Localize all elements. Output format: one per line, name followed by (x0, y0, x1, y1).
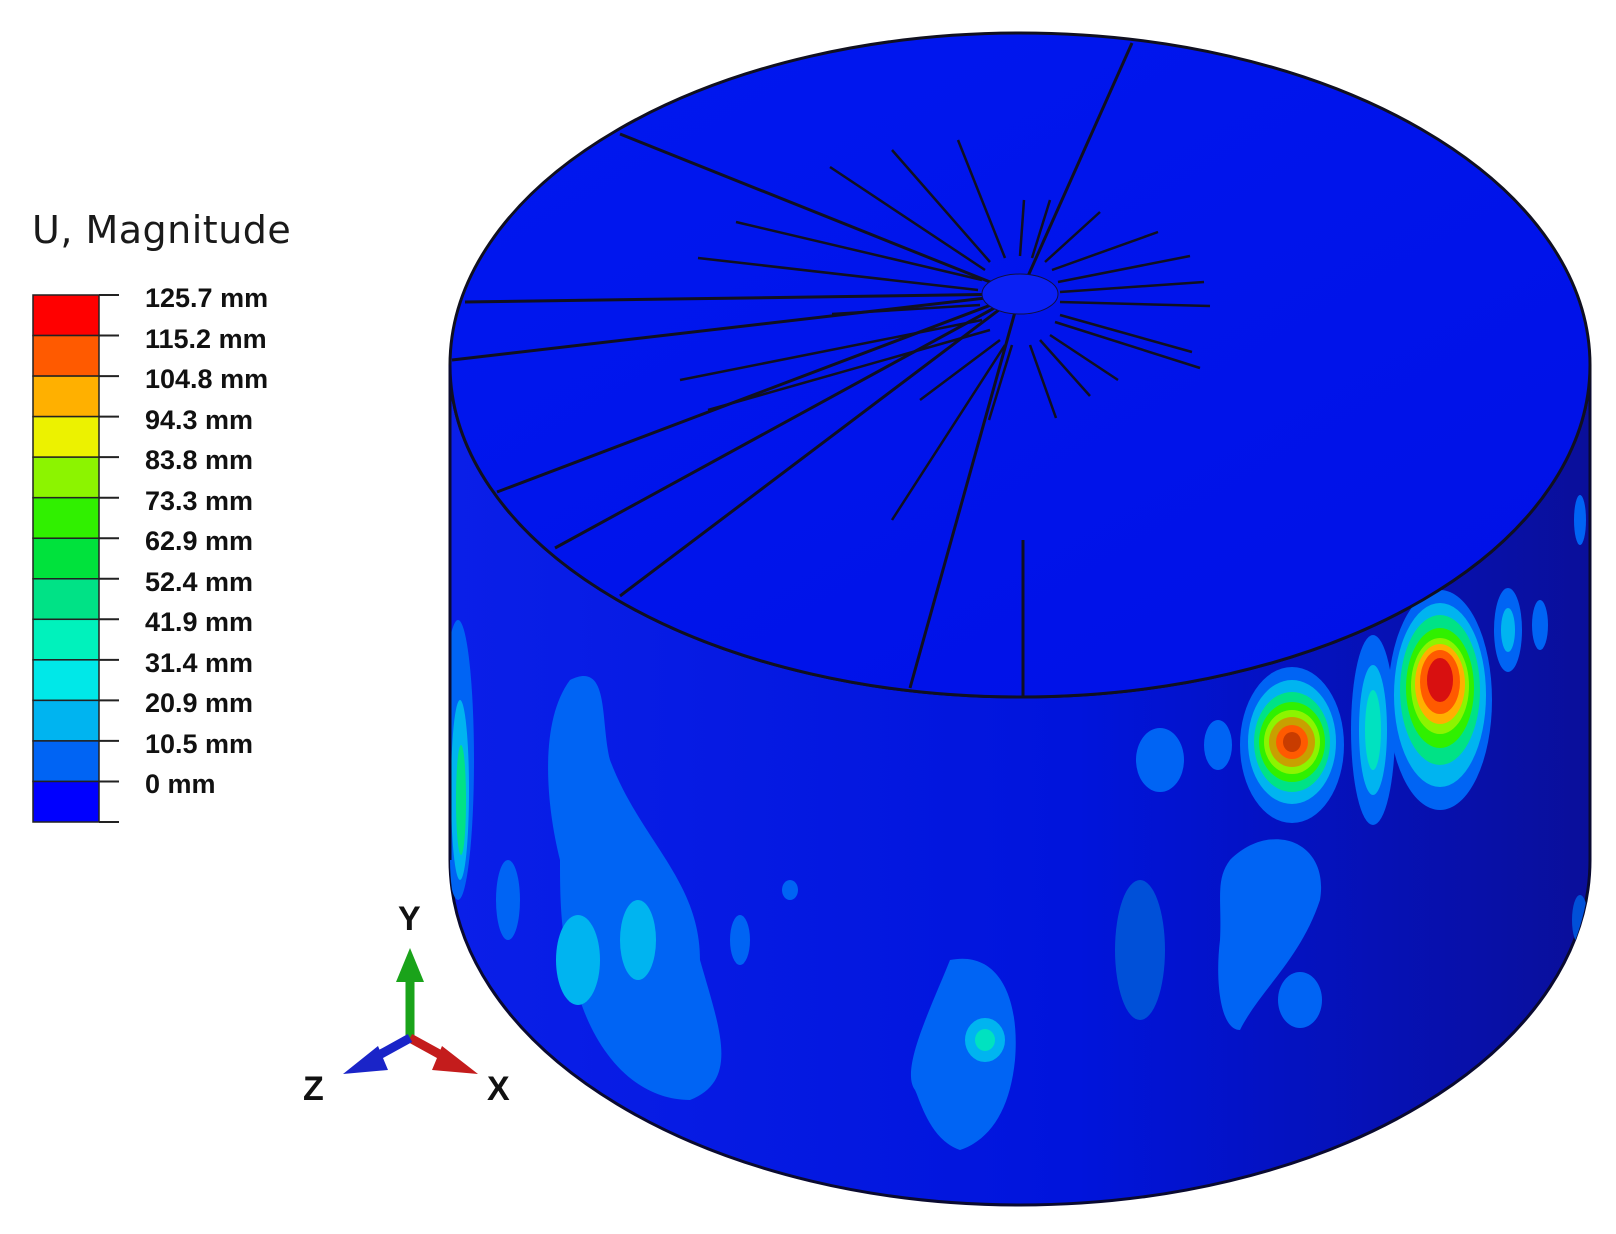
legend-swatch (32, 659, 100, 702)
legend-swatch (32, 496, 100, 539)
x-axis-label: X (487, 1070, 510, 1108)
x-axis-arrow (432, 1046, 478, 1074)
legend-color-bar (32, 294, 119, 823)
cylinder-top (448, 31, 1592, 699)
legend-level-label: 62.9 mm (145, 526, 254, 557)
legend-title: U, Magnitude (32, 208, 292, 252)
legend-level-label: 41.9 mm (145, 607, 254, 638)
legend-level-label: 52.4 mm (145, 566, 254, 597)
legend-swatch (32, 415, 100, 458)
top-mesh-lines (451, 42, 1134, 696)
legend-level-label: 125.7 mm (145, 283, 269, 313)
legend-level-label: 83.8 mm (145, 445, 254, 476)
legend-swatch (32, 740, 100, 783)
legend-level-label: 115.2 mm (145, 323, 267, 354)
top-center-spokes (679, 139, 1211, 521)
y-axis-label: Y (398, 900, 421, 938)
axis-triad (343, 948, 478, 1074)
legend-swatch (32, 375, 100, 418)
legend-swatch (32, 456, 100, 499)
legend-swatch (32, 699, 100, 742)
y-axis-arrow (396, 948, 424, 982)
legend-level-label: 20.9 mm (145, 688, 254, 719)
legend-swatch (32, 578, 100, 621)
z-axis-label: Z (303, 1070, 324, 1108)
legend-swatch (32, 537, 100, 580)
z-axis-arrow (343, 1046, 388, 1074)
displacement-contours (450, 495, 1588, 1150)
legend-level-label: 0 mm (145, 769, 216, 800)
legend-swatch (32, 294, 100, 337)
legend-level-label: 10.5 mm (145, 728, 254, 759)
legend-level-label: 104.8 mm (145, 364, 269, 395)
legend-swatch (32, 780, 100, 823)
top-center-hub (981, 273, 1059, 315)
legend-swatch (32, 618, 100, 661)
legend-swatch (32, 334, 100, 377)
legend-level-label: 94.3 mm (145, 404, 254, 435)
legend-level-label: 73.3 mm (145, 485, 254, 516)
legend-level-label: 31.4 mm (145, 647, 254, 678)
